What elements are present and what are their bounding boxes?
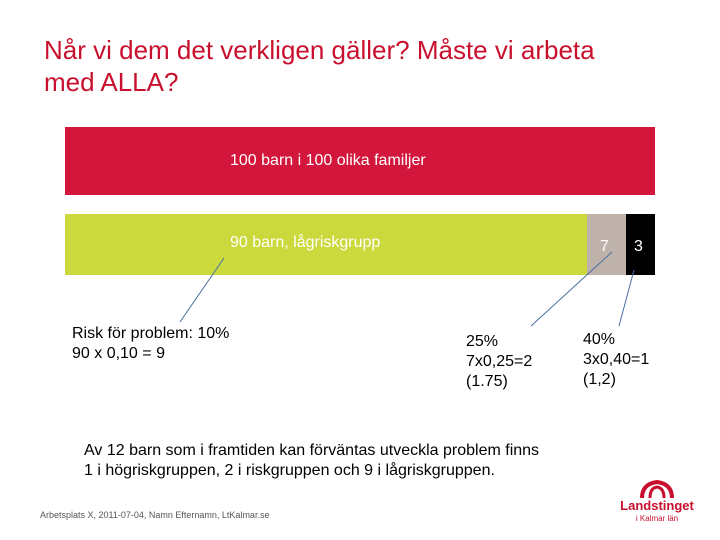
total-children-label: 100 barn i 100 olika familjer [230,152,426,169]
low-risk-label: 90 barn, lågriskgrupp [230,234,381,251]
risk-group-callout: 25% 7x0,25=2 (1.75) [466,333,533,390]
slide-title: Når vi dem det verkligen gäller? Måste v… [44,35,595,97]
logo-subtitle: i Kalmar län [635,514,679,523]
high-risk-callout: 40% 3x0,40=1 (1,2) [583,331,650,388]
footer-text: Arbetsplats X, 2011-07-04, Namn Efternam… [40,510,270,520]
low-risk-bar [65,214,587,275]
high-risk-label: 3 [634,238,643,255]
low-risk-callout: Risk för problem: 10% 90 x 0,10 = 9 [72,325,230,362]
logo-crown-icon [640,479,674,499]
risk-group-label: 7 [600,238,609,255]
total-children-bar [65,127,655,195]
connector-high [618,269,635,327]
logo-name: Landstinget [620,498,694,513]
landstinget-logo: Landstinget i Kalmar län [612,478,702,530]
high-risk-bar [626,214,655,275]
summary-text: Av 12 barn som i framtiden kan förväntas… [84,442,540,479]
